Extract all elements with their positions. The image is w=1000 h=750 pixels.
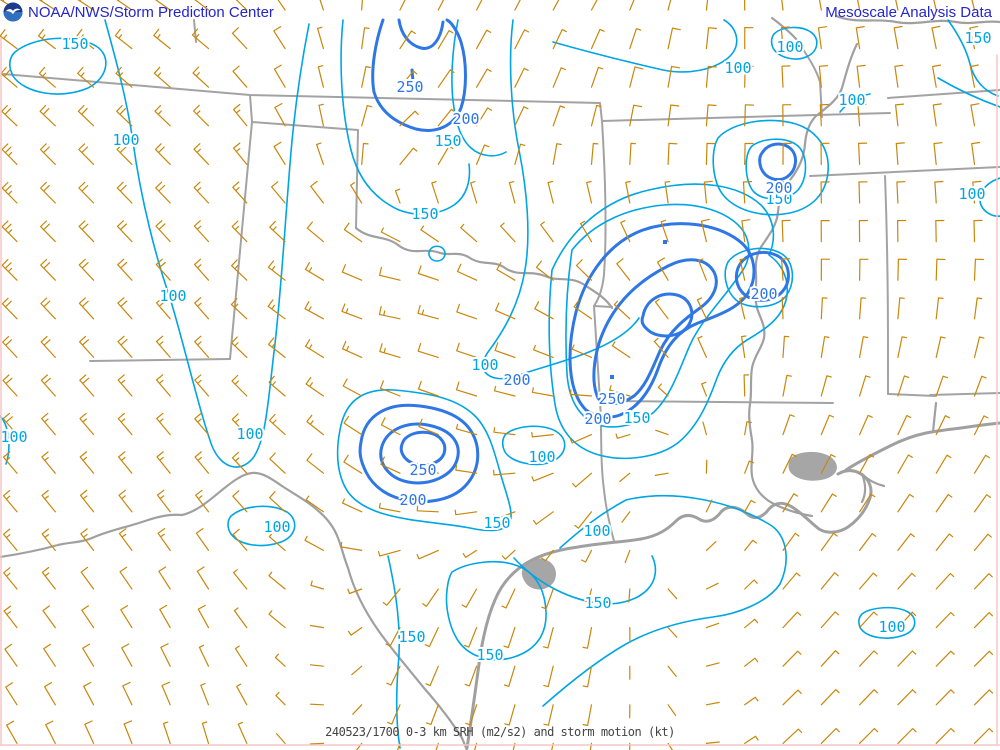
contour-label: 250 xyxy=(396,78,423,96)
contour-value-labels: 150 100 100 100 100 100 150 150 100 100 150 150 150 1… xyxy=(0,27,994,666)
contour-label: 150 xyxy=(964,29,991,47)
contour-label: 100 xyxy=(583,522,610,540)
contour-label: 100 xyxy=(528,448,555,466)
rivers xyxy=(0,14,1000,750)
contour-label: 100 xyxy=(159,287,186,305)
noaa-logo-icon xyxy=(3,2,23,22)
contour-label: 100 xyxy=(878,618,905,636)
contour-label: 200 xyxy=(750,285,777,303)
contour-label: 250 xyxy=(598,390,625,408)
contour-label: 150 xyxy=(623,409,650,427)
contour-label: 200 xyxy=(765,179,792,197)
contour-label: 100 xyxy=(263,518,290,536)
map-caption: 240523/1700 0-3 km SRH (m2/s2) and storm… xyxy=(325,725,675,739)
contour-label: 200 xyxy=(452,110,479,128)
contour-label: 200 xyxy=(584,410,611,428)
contour-label: 100 xyxy=(236,425,263,443)
coastline xyxy=(465,421,1000,750)
contour-label: 200 xyxy=(503,371,530,389)
contour-label: 200 xyxy=(399,491,426,509)
contour-label: 150 xyxy=(584,594,611,612)
contour-label: 100 xyxy=(112,131,139,149)
contour-label: 250 xyxy=(409,461,436,479)
contour-label: 100 xyxy=(838,91,865,109)
map-frame xyxy=(0,37,1000,746)
srh-contours xyxy=(0,18,1000,749)
contour-label: 150 xyxy=(398,628,425,646)
water-bodies xyxy=(521,451,837,590)
contour-label: 150 xyxy=(411,205,438,223)
contour-label: 150 xyxy=(434,132,461,150)
contour-label: 150 xyxy=(476,646,503,664)
page-title: Mesoscale Analysis Data xyxy=(825,4,992,21)
contour-label: 150 xyxy=(765,190,792,208)
contour-label: 100 xyxy=(471,356,498,374)
contour-label: 150 xyxy=(61,35,88,53)
contour-label: 150 xyxy=(483,514,510,532)
site-title: NOAA/NWS/Storm Prediction Center xyxy=(28,3,274,21)
contour-label: 100 xyxy=(0,428,27,446)
contour-label: 100 xyxy=(958,185,985,203)
contour-label: 100 xyxy=(724,59,751,77)
contour-label: 100 xyxy=(776,38,803,56)
header-left: NOAA/NWS/Storm Prediction Center xyxy=(3,2,274,22)
